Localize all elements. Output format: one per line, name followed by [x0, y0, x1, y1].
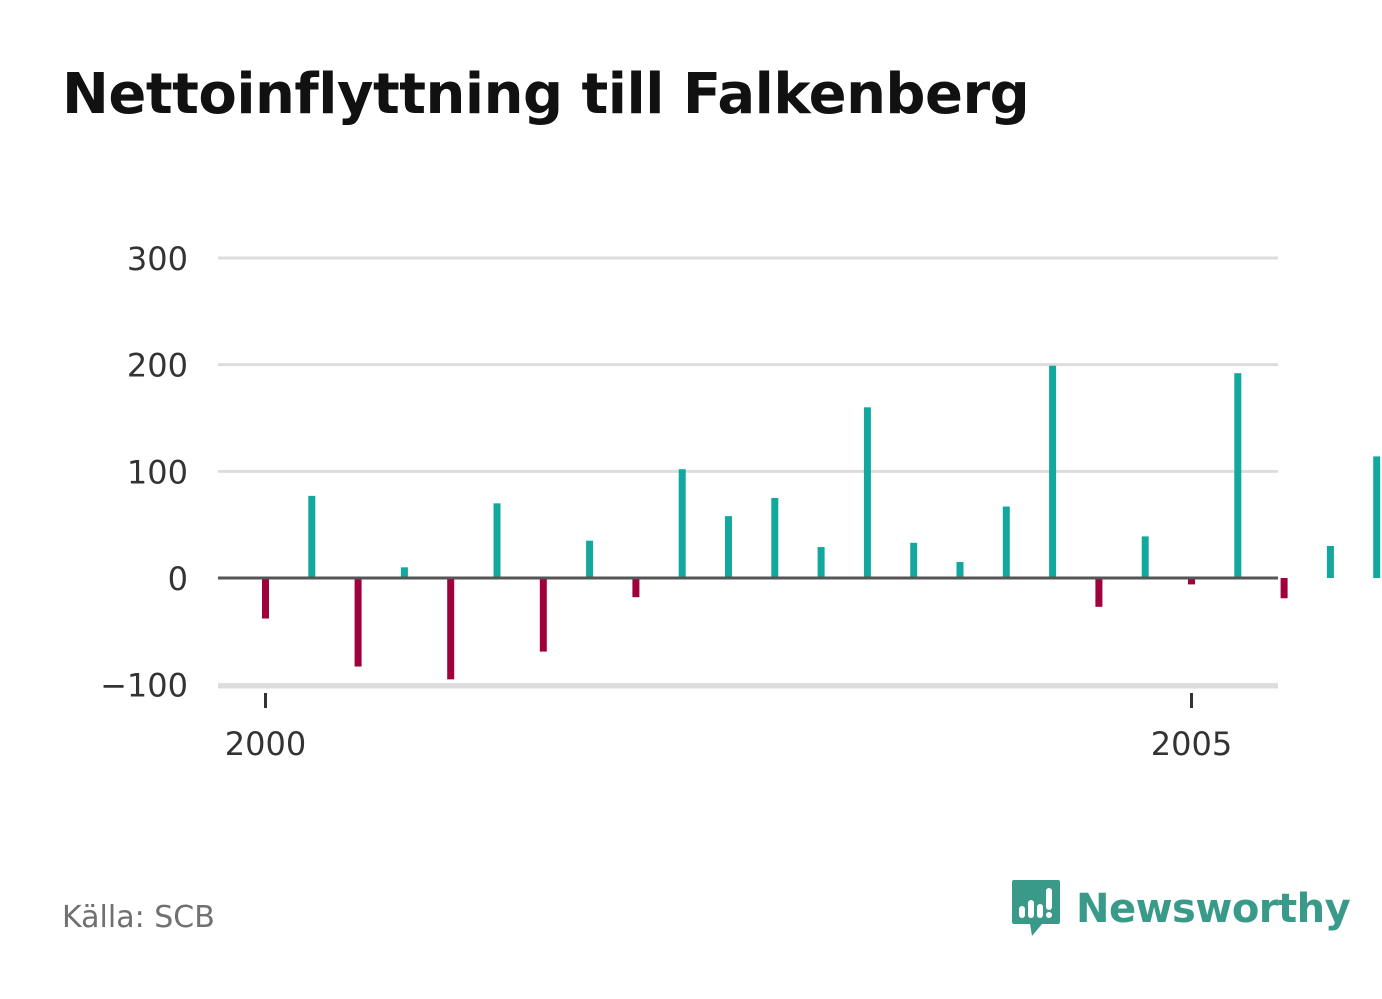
bar-4: [447, 578, 455, 680]
x-tick-label: 2000: [225, 725, 306, 763]
bar-9: [678, 469, 686, 578]
bar-16: [1002, 506, 1010, 578]
bar-14: [910, 542, 918, 578]
bar-8: [632, 578, 640, 598]
bars: [262, 365, 1381, 680]
y-axis-ticks: −100 0 100 200 300: [100, 240, 188, 705]
bar-12: [817, 547, 825, 578]
chart-title: Nettoinflyttning till Falkenberg: [62, 62, 1030, 127]
bar-5: [493, 503, 501, 578]
bar-15: [956, 562, 964, 578]
y-tick-label: 300: [127, 240, 188, 278]
brand-name: Newsworthy: [1076, 886, 1351, 932]
y-tick-label: 0: [168, 560, 188, 598]
bar-22: [1280, 578, 1288, 599]
bar-11: [771, 498, 779, 578]
x-axis-ticks: 200020052010201520202025: [218, 685, 1278, 763]
source-label: Källa: SCB: [62, 900, 215, 935]
gridlines: [218, 256, 1278, 687]
bar-18: [1095, 578, 1103, 607]
x-tick-label: 2005: [1151, 725, 1232, 763]
y-tick-label: −100: [100, 667, 188, 705]
bar-10: [725, 516, 732, 578]
bar-7: [586, 540, 594, 578]
bar-24: [1373, 456, 1381, 578]
bar-19: [1141, 536, 1149, 578]
bar-20: [1188, 578, 1195, 585]
bar-21: [1234, 373, 1242, 578]
bar-6: [539, 578, 547, 652]
bar-23: [1326, 546, 1334, 578]
bar-17: [1049, 365, 1057, 578]
bar-2: [354, 578, 362, 667]
newsworthy-logo-icon: [1012, 880, 1060, 936]
bar-13: [863, 407, 871, 578]
bar-0: [262, 578, 269, 619]
brand-logo: Newsworthy: [1010, 878, 1351, 940]
bar-1: [308, 495, 316, 578]
y-tick-label: 100: [127, 453, 188, 491]
y-tick-label: 200: [127, 347, 188, 385]
bar-3: [400, 567, 408, 578]
